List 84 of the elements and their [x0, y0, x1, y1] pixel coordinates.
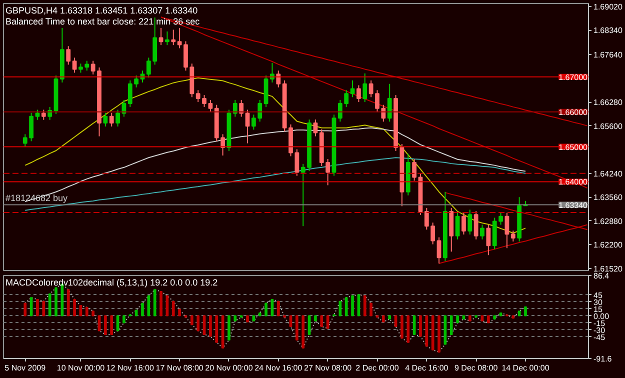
candlestick — [177, 27, 182, 49]
x-tick-label: 24 Nov 16:00 — [254, 364, 303, 372]
chart-title: GBPUSD,H4 1.63318 1.63451 1.63307 1.63340 — [6, 6, 198, 16]
candlestick — [276, 70, 281, 88]
candlestick — [412, 158, 416, 182]
y-tick-label: 1.62880 — [594, 216, 623, 226]
candlestick — [208, 99, 213, 112]
y-tick-label: 1.68340 — [594, 26, 623, 36]
candlestick — [109, 112, 114, 128]
candlestick — [424, 207, 429, 230]
candlestick — [78, 63, 83, 74]
ref-line-label: 1.66000 — [558, 108, 588, 117]
x-tick-label: 5 Nov 2009 — [4, 364, 46, 372]
candlestick — [474, 210, 478, 240]
candlestick — [313, 119, 318, 137]
candlestick — [72, 57, 77, 74]
candlestick — [504, 212, 510, 249]
y-tick-label: 1.65600 — [594, 122, 623, 131]
candlestick — [84, 60, 90, 72]
candlestick — [455, 212, 460, 240]
candlestick — [134, 74, 139, 88]
candlestick — [158, 27, 164, 46]
x-tick-label: 14 Dec 00:00 — [502, 364, 550, 372]
y-tick-label: 15 — [594, 304, 603, 314]
candlestick — [103, 112, 108, 128]
x-tick-label: 12 Nov 16:00 — [106, 364, 154, 372]
x-tick-label: 9 Dec 08:00 — [454, 364, 498, 372]
y-tick-label: 1.62200 — [594, 240, 623, 250]
candlestick — [436, 236, 442, 264]
y-tick-label: -15 — [594, 318, 606, 328]
y-tick-label: 1.63560 — [594, 193, 623, 202]
y-tick-label: -45 — [594, 332, 606, 342]
x-tick-label: 4 Dec 16:00 — [405, 364, 449, 372]
ref-line-label: 1.65000 — [558, 142, 588, 152]
y-tick-label: 86.4 — [594, 272, 610, 280]
candlestick — [338, 99, 342, 122]
x-tick-label: 27 Nov 08:00 — [304, 364, 352, 372]
candlestick — [245, 109, 250, 144]
candlestick — [35, 109, 40, 120]
candlestick — [430, 222, 436, 245]
y-tick-label: 1.61520 — [594, 264, 623, 274]
candlestick — [387, 83, 392, 122]
candlestick — [300, 163, 306, 227]
candlestick — [326, 158, 330, 186]
candlestick — [486, 224, 491, 256]
candlestick — [381, 104, 386, 122]
candlestick — [362, 72, 368, 103]
candlestick — [368, 80, 374, 98]
y-tick-label: 0.00 — [594, 312, 610, 321]
ref-line-label: 1.63340 — [558, 200, 588, 210]
x-tick-label: 20 Nov 00:00 — [205, 364, 254, 372]
x-tick-label: 10 Nov 00:00 — [56, 364, 106, 372]
candlestick — [480, 224, 484, 240]
x-tick-label: 2 Dec 00:00 — [356, 364, 400, 372]
candlestick — [202, 94, 206, 108]
candlestick — [344, 90, 349, 108]
candlestick — [196, 90, 200, 103]
y-tick-label: 45 — [594, 290, 603, 300]
candlestick — [116, 109, 120, 128]
candlestick — [375, 90, 380, 112]
y-tick-label: 1.67640 — [594, 50, 623, 60]
candlestick — [510, 230, 516, 242]
y-tick-label: -91.6 — [594, 354, 612, 364]
candlestick — [258, 99, 262, 122]
y-tick-label: 1.64240 — [594, 169, 623, 178]
candlestick — [356, 84, 361, 103]
candlestick — [232, 99, 238, 118]
candlestick — [462, 212, 466, 236]
x-tick-label: 17 Nov 08:00 — [156, 364, 204, 372]
ref-line-label: 1.67000 — [558, 72, 588, 82]
candlestick — [165, 30, 170, 46]
candlestick — [251, 114, 256, 130]
candlestick — [239, 99, 244, 118]
candlestick — [171, 29, 176, 46]
y-tick-label: 30 — [594, 298, 603, 307]
candlestick — [128, 80, 132, 108]
chart-title: MACDColoredv102decimal (5,13,1) 19.2 0.0 0.0 19.2 — [6, 278, 218, 288]
candlestick — [66, 46, 71, 66]
y-tick-label: 1.66280 — [594, 98, 623, 108]
y-tick-label: 1.69020 — [594, 2, 623, 12]
ref-line-label: 1.64000 — [558, 178, 588, 187]
candlestick — [468, 209, 472, 236]
y-tick-label: -30 — [594, 326, 606, 335]
candlestick — [41, 109, 46, 120]
